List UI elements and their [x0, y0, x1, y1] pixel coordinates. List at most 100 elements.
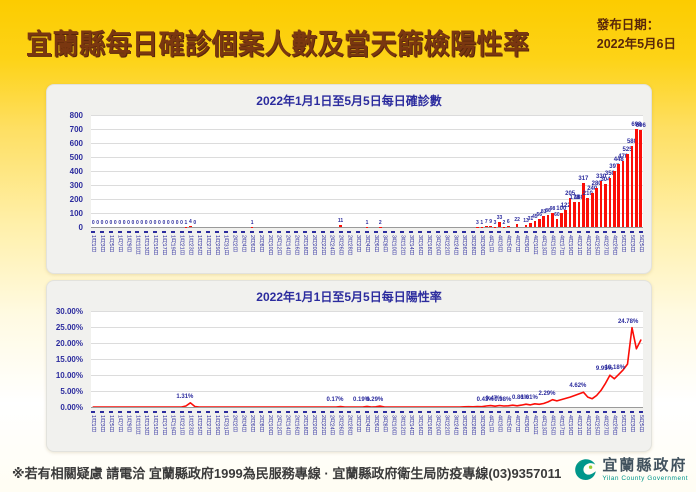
y-tick-label: 10.00% [55, 371, 83, 380]
bar-value-label: 0 [135, 220, 139, 226]
x-tick-mark [603, 411, 608, 413]
x-tick-label: 4月1日 [487, 415, 494, 433]
positivity-value-label: 4.62% [569, 383, 587, 390]
x-tick-label: 1月23日 [187, 235, 194, 256]
x-tick-mark [329, 231, 334, 233]
x-tick-label: 2月10日 [266, 235, 273, 256]
x-tick-mark [462, 231, 467, 233]
bar-value-label: 0 [96, 220, 99, 226]
x-tick-mark [223, 231, 228, 233]
daily-cases-bar [515, 223, 519, 227]
x-tick-label: 2月12日 [275, 235, 282, 256]
x-tick-mark [400, 411, 405, 413]
x-tick-mark [117, 411, 122, 413]
x-tick-mark [621, 231, 626, 233]
x-tick-label: 3月4日 [364, 415, 370, 433]
x-tick-label: 5月3日 [628, 235, 635, 253]
daily-cases-bar [555, 218, 559, 227]
x-tick-label: 4月11日 [531, 235, 538, 255]
yilan-swoosh-icon [574, 458, 598, 482]
x-tick-label: 4月9日 [522, 235, 529, 253]
x-tick-mark [444, 231, 449, 233]
positivity-value-label: 0.43% [476, 396, 494, 403]
x-tick-mark [585, 231, 590, 233]
x-tick-mark [453, 231, 458, 233]
x-tick-label: 4月15日 [549, 235, 556, 256]
x-tick-mark [303, 231, 308, 233]
y-tick-label: 400 [69, 167, 83, 176]
positivity-value-label: 9.95% [595, 366, 613, 373]
x-tick-label: 2月2日 [231, 415, 238, 433]
x-tick-label: 1月11日 [134, 235, 141, 255]
x-tick-label: 4月3日 [496, 235, 503, 253]
positivity-x-axis: 1月1日 1月3日 1月5日 1月7日 1月9日 1月11日 1月13日 1月15日 1月17日… [90, 409, 644, 447]
x-tick-label: 3月14日 [408, 415, 415, 436]
cases-x-axis: 1月1日 1月3日 1月5日 1月7日 1月9日 1月11日 1月13日 1月15日 1月17日… [90, 229, 644, 267]
x-tick-label: 1月29日 [213, 235, 220, 256]
positivity-value-label: 2.29% [538, 390, 556, 397]
bar-value-label: 2 [378, 219, 382, 226]
x-tick-mark [161, 231, 166, 233]
x-tick-label: 2月14日 [284, 235, 291, 256]
x-tick-mark [320, 231, 325, 233]
x-tick-label: 2月18日 [302, 415, 309, 436]
x-tick-mark [417, 411, 422, 413]
x-tick-label: 3月6日 [372, 415, 379, 433]
release-date-block: 發布日期： 2022年5月6日 [597, 16, 676, 55]
x-tick-label: 1月9日 [125, 235, 132, 253]
cases-chart-title: 2022年1月1日至5月5日每日確診數 [256, 94, 442, 108]
x-tick-label: 4月23日 [584, 235, 591, 256]
bar-value-label: 1 [184, 219, 188, 226]
y-tick-label: 15.00% [55, 355, 83, 364]
daily-cases-bar [599, 180, 603, 227]
x-tick-mark [585, 411, 590, 413]
x-tick-label: 4月25日 [593, 415, 600, 436]
x-tick-label: 4月13日 [540, 235, 547, 256]
x-tick-label: 3月4日 [364, 235, 370, 253]
x-tick-label: 2月26日 [337, 235, 344, 256]
x-tick-mark [206, 411, 211, 413]
x-tick-label: 2月6日 [249, 235, 256, 253]
page-header: 宜蘭縣每日確診個案人數及當天篩檢陽性率 發布日期： 2022年5月6日 [0, 0, 696, 80]
x-tick-label: 3月18日 [425, 415, 432, 436]
x-tick-mark [612, 411, 617, 413]
gridline [91, 199, 643, 200]
x-tick-mark [338, 231, 343, 233]
x-tick-mark [144, 411, 149, 413]
x-tick-label: 3月20日 [434, 415, 441, 436]
x-tick-label: 1月15日 [152, 235, 159, 256]
positivity-chart-title: 2022年1月1日至5月5日每日陽性率 [256, 290, 442, 304]
gridline [91, 171, 643, 172]
gridline [91, 327, 643, 328]
y-tick-label: 200 [69, 195, 83, 204]
x-tick-mark [426, 231, 431, 233]
bar-value-label: 0 [149, 220, 152, 226]
x-tick-label: 4月19日 [567, 235, 574, 256]
x-tick-mark [373, 231, 378, 233]
x-tick-label: 3月26日 [461, 415, 468, 436]
bar-value-label: 4 [188, 219, 192, 226]
daily-cases-bar [546, 214, 550, 227]
bar-value-label: 698 [631, 122, 642, 129]
daily-cases-bar [551, 213, 554, 227]
bar-value-label: 0 [158, 220, 161, 226]
x-tick-mark [391, 231, 396, 233]
x-tick-mark [550, 411, 555, 413]
bar-value-label: 2 [502, 219, 506, 226]
x-tick-label: 1月31日 [222, 415, 229, 436]
bar-value-label: 350 [604, 171, 615, 177]
footer-hotline-note: ※若有相關疑慮 請電洽 宜蘭縣政府1999為民服務專線 · 宜蘭縣政府衛生局防疫… [12, 466, 562, 481]
x-tick-label: 3月2日 [355, 415, 362, 433]
x-tick-label: 4月21日 [575, 415, 582, 436]
x-tick-label: 4月29日 [611, 415, 618, 436]
y-tick-label: 500 [69, 153, 83, 162]
bar-value-label: 0 [140, 220, 144, 226]
x-tick-mark [373, 411, 378, 413]
x-tick-mark [320, 411, 325, 413]
x-tick-label: 1月17日 [160, 415, 167, 436]
x-tick-label: 1月3日 [99, 235, 106, 253]
x-tick-mark [276, 231, 281, 233]
bar-value-label: 0 [127, 220, 130, 226]
x-tick-mark [259, 411, 264, 413]
x-tick-mark [550, 231, 555, 233]
